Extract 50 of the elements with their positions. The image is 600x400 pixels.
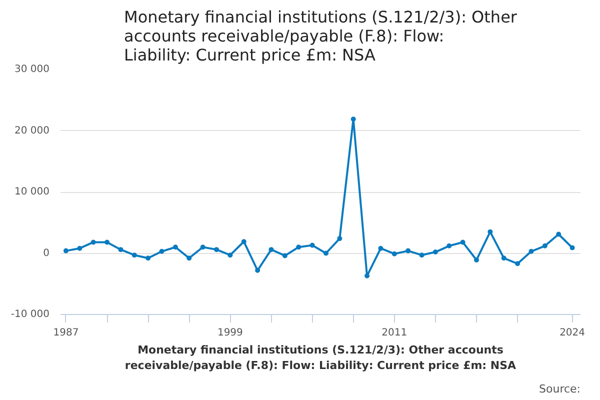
point	[282, 253, 288, 258]
point	[214, 247, 219, 252]
point	[323, 250, 328, 256]
point	[364, 273, 370, 278]
point	[556, 232, 562, 237]
point	[228, 252, 233, 258]
point	[406, 248, 411, 254]
point	[77, 246, 82, 251]
point	[515, 261, 520, 266]
x-axis-title: Monetary financial institutions (S.121/2/3): Other accounts receivable/payable (F.8): Flow: Liability: Current price £m: NSA	[124, 344, 517, 372]
point	[241, 239, 246, 244]
point	[488, 229, 493, 234]
point	[255, 268, 260, 273]
point	[542, 243, 548, 248]
point	[528, 248, 534, 254]
y-tick-label: 20 000	[14, 125, 50, 136]
point	[186, 256, 192, 261]
point	[501, 256, 506, 261]
point	[159, 248, 164, 254]
point	[104, 240, 110, 245]
point	[432, 250, 438, 255]
x-tick-label: 2011	[382, 328, 408, 338]
point	[172, 244, 178, 250]
point	[90, 240, 96, 245]
y-tick-label: -10 000	[10, 309, 50, 320]
point	[570, 245, 575, 250]
point	[350, 116, 356, 122]
x-tick-label: 2024	[560, 328, 586, 338]
point	[200, 244, 206, 250]
x-tick-label: 1987	[53, 328, 79, 338]
y-tick-label: 30 000	[14, 64, 50, 75]
point	[146, 256, 151, 261]
point	[392, 251, 397, 256]
point	[132, 252, 137, 258]
point	[378, 246, 384, 251]
x-tick-label: 1999	[217, 328, 243, 338]
y-tick-label: 0	[43, 248, 50, 259]
point	[296, 244, 302, 250]
point	[337, 236, 342, 242]
point	[118, 247, 124, 252]
point	[419, 252, 424, 258]
point	[63, 248, 68, 254]
point	[474, 257, 479, 262]
point	[460, 240, 466, 245]
point	[446, 243, 452, 248]
chart-title: Monetary financial institutions (S.121/2/3): Other accounts receivable/payable (F.8): Flow: Liability: Current price £m: NSA	[124, 8, 518, 64]
source-note: Source:	[539, 382, 581, 396]
point	[310, 242, 315, 248]
y-tick-label: 10 000	[14, 186, 50, 198]
point	[268, 247, 274, 252]
